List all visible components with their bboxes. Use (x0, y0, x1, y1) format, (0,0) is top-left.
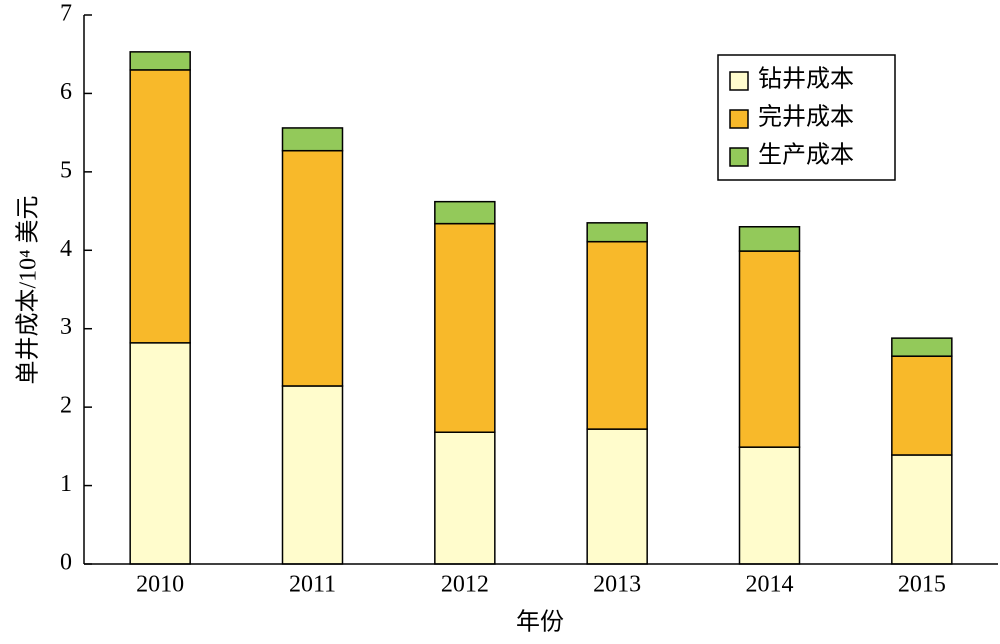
bar-segment (738, 446, 801, 565)
y-tick-label: 5 (60, 157, 72, 183)
y-tick-label: 0 (60, 550, 72, 576)
bar-segment (891, 337, 953, 357)
bar-segment (586, 428, 648, 565)
legend-label: 生产成本 (758, 142, 854, 169)
x-tick-label: 2012 (441, 572, 489, 598)
x-tick-label: 2011 (289, 572, 336, 598)
y-tick-label: 1 (60, 471, 72, 497)
bar-segment (129, 69, 191, 344)
bar-segment (586, 222, 648, 243)
bar-segment (434, 222, 496, 433)
bar-segment (281, 385, 344, 565)
x-tick-label: 2010 (136, 572, 184, 598)
y-tick-label: 6 (60, 79, 72, 105)
legend-swatch (729, 71, 749, 91)
y-tick-label: 4 (60, 236, 72, 262)
y-tick-label: 7 (60, 1, 72, 27)
y-tick-label: 2 (60, 393, 72, 419)
bar-segment (891, 454, 953, 565)
x-tick-label: 2015 (898, 572, 946, 598)
legend-swatch (729, 109, 749, 129)
bar-segment (434, 431, 496, 565)
x-tick-label: 2014 (746, 572, 794, 598)
legend-label: 钻井成本 (758, 66, 854, 93)
bar-segment (281, 127, 344, 152)
bar-segment (129, 342, 191, 565)
y-tick-label: 3 (60, 314, 72, 340)
bar-segment (586, 240, 648, 430)
bar-segment (738, 226, 801, 252)
x-axis-label: 年份 (516, 609, 564, 636)
bar-segment (129, 51, 191, 71)
x-tick-label: 2013 (593, 572, 641, 598)
bar-segment (738, 250, 801, 448)
bar-segment (891, 355, 953, 456)
bar-segment (281, 149, 344, 387)
legend-label: 完井成本 (758, 104, 854, 131)
legend-swatch (729, 147, 749, 167)
bar-segment (434, 200, 496, 225)
y-axis-label: 单井成本/10⁴ 美元 (15, 195, 42, 384)
